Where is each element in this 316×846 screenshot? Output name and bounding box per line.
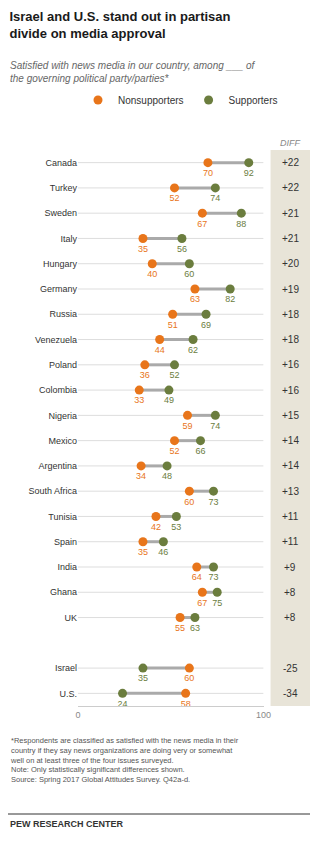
svg-text:82: 82 — [225, 294, 235, 304]
svg-text:53: 53 — [171, 522, 181, 532]
svg-text:+14: +14 — [282, 460, 299, 471]
svg-text:+22: +22 — [282, 182, 299, 193]
svg-text:34: 34 — [136, 471, 146, 481]
svg-text:+20: +20 — [282, 258, 299, 269]
svg-text:35: 35 — [138, 673, 148, 683]
svg-text:56: 56 — [177, 244, 187, 254]
svg-text:92: 92 — [244, 168, 254, 178]
svg-text:0: 0 — [75, 710, 80, 720]
svg-text:Canada: Canada — [45, 158, 77, 168]
svg-text:+18: +18 — [282, 309, 299, 320]
svg-text:Germany: Germany — [40, 284, 78, 294]
svg-text:33: 33 — [134, 395, 144, 405]
svg-text:63: 63 — [190, 623, 200, 633]
svg-text:PEW RESEARCH CENTER: PEW RESEARCH CENTER — [10, 819, 124, 829]
svg-text:52: 52 — [170, 193, 180, 203]
svg-text:60: 60 — [184, 269, 194, 279]
svg-text:Colombia: Colombia — [39, 385, 77, 395]
svg-text:India: India — [57, 562, 77, 572]
svg-text:+11: +11 — [282, 511, 299, 522]
svg-text:40: 40 — [147, 269, 157, 279]
svg-text:-34: -34 — [283, 688, 298, 699]
svg-text:24: 24 — [118, 699, 128, 709]
svg-text:100: 100 — [256, 710, 271, 720]
svg-text:+11: +11 — [282, 536, 299, 547]
svg-text:+14: +14 — [282, 435, 299, 446]
svg-text:64: 64 — [192, 572, 202, 582]
svg-text:Russia: Russia — [49, 309, 77, 319]
svg-text:49: 49 — [164, 395, 174, 405]
svg-text:Tunisia: Tunisia — [48, 512, 77, 522]
svg-text:35: 35 — [138, 244, 148, 254]
svg-text:+13: +13 — [282, 486, 299, 497]
svg-text:74: 74 — [210, 193, 220, 203]
svg-text:42: 42 — [151, 522, 161, 532]
svg-text:+18: +18 — [282, 334, 299, 345]
svg-text:DIFF: DIFF — [280, 138, 300, 148]
svg-text:Spain: Spain — [54, 537, 77, 547]
svg-text:-25: -25 — [283, 663, 298, 674]
svg-text:Argentina: Argentina — [38, 461, 77, 471]
svg-text:70: 70 — [203, 168, 213, 178]
svg-text:+9: +9 — [284, 562, 296, 573]
svg-text:73: 73 — [208, 572, 218, 582]
svg-text:51: 51 — [168, 320, 178, 330]
svg-text:60: 60 — [184, 497, 194, 507]
svg-text:52: 52 — [170, 370, 180, 380]
svg-text:59: 59 — [182, 421, 192, 431]
svg-text:+16: +16 — [282, 359, 299, 370]
svg-text:Turkey: Turkey — [50, 183, 78, 193]
svg-text:+21: +21 — [282, 208, 299, 219]
svg-text:+8: +8 — [284, 612, 296, 623]
svg-text:66: 66 — [195, 446, 205, 456]
svg-text:Nonsupporters: Nonsupporters — [118, 95, 184, 106]
svg-text:+15: +15 — [282, 410, 299, 421]
svg-text:*Respondents are classified as: *Respondents are classified as satisfied… — [10, 736, 239, 784]
svg-text:67: 67 — [197, 598, 207, 608]
svg-text:+19: +19 — [282, 284, 299, 295]
svg-text:U.S.: U.S. — [59, 689, 77, 699]
svg-text:Satisfied with news media in o: Satisfied with news media in our country… — [10, 60, 256, 84]
svg-text:63: 63 — [190, 294, 200, 304]
svg-text:+16: +16 — [282, 385, 299, 396]
svg-text:UK: UK — [64, 613, 77, 623]
svg-text:Nigeria: Nigeria — [48, 411, 77, 421]
svg-text:69: 69 — [201, 320, 211, 330]
svg-text:36: 36 — [140, 370, 150, 380]
svg-text:62: 62 — [188, 345, 198, 355]
svg-text:55: 55 — [175, 623, 185, 633]
svg-text:Ghana: Ghana — [50, 587, 77, 597]
svg-text:35: 35 — [138, 547, 148, 557]
svg-text:60: 60 — [184, 673, 194, 683]
svg-text:Israel and U.S. stand out in p: Israel and U.S. stand out in partisandiv… — [9, 9, 230, 41]
svg-text:52: 52 — [170, 446, 180, 456]
svg-text:Mexico: Mexico — [48, 436, 77, 446]
svg-text:74: 74 — [210, 421, 220, 431]
svg-text:46: 46 — [158, 547, 168, 557]
svg-text:+22: +22 — [282, 157, 299, 168]
svg-text:Sweden: Sweden — [44, 208, 77, 218]
svg-text:Israel: Israel — [55, 663, 77, 673]
svg-text:+21: +21 — [282, 233, 299, 244]
svg-text:88: 88 — [236, 219, 246, 229]
svg-text:75: 75 — [212, 598, 222, 608]
svg-text:73: 73 — [208, 497, 218, 507]
svg-text:South Africa: South Africa — [28, 486, 77, 496]
svg-text:67: 67 — [197, 219, 207, 229]
svg-text:Venezuela: Venezuela — [35, 335, 77, 345]
svg-text:Poland: Poland — [49, 360, 77, 370]
svg-text:Hungary: Hungary — [43, 259, 78, 269]
svg-text:48: 48 — [162, 471, 172, 481]
svg-text:+8: +8 — [284, 587, 296, 598]
svg-text:44: 44 — [155, 345, 165, 355]
svg-text:Supporters: Supporters — [229, 95, 278, 106]
svg-text:Italy: Italy — [60, 234, 77, 244]
svg-text:58: 58 — [181, 699, 191, 709]
